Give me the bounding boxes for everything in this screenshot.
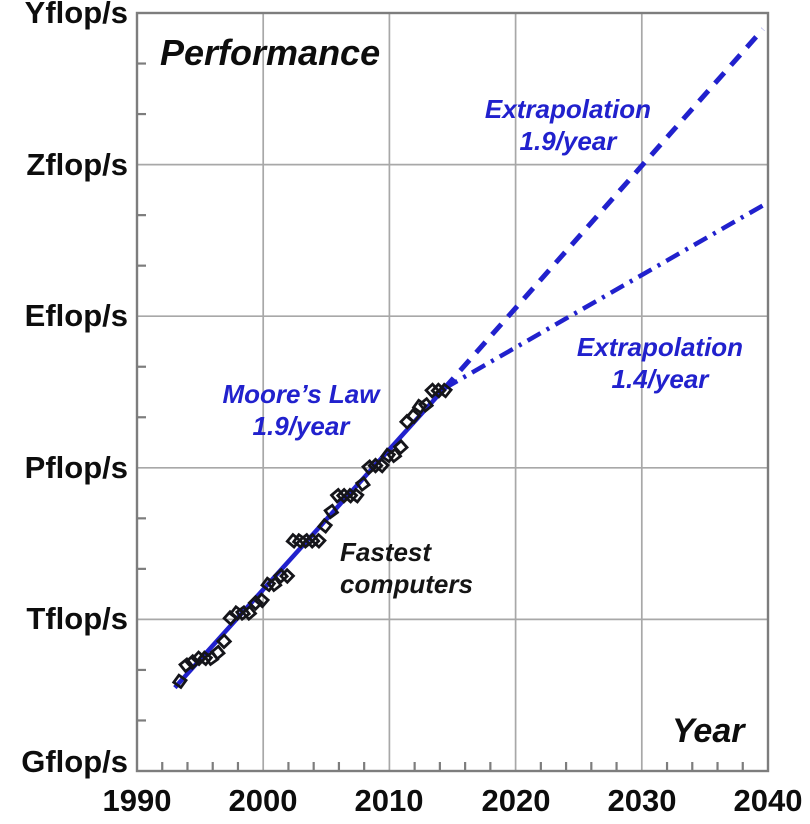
extrapolation-1.9-line [442,27,765,391]
data-point-marker [316,517,334,535]
extrapolation-1.4-line [443,200,770,391]
x-axis-title: Year [672,712,745,750]
data-point-marker [209,644,226,661]
extrapolation-1.4-line1: Extrapolation [576,332,744,362]
data-point-marker [171,673,189,690]
x-axis-label-2010: 2010 [354,783,424,818]
moores-law-annotation: Moore’s Law 1.9/year [222,378,379,442]
data-point-marker [310,532,327,549]
data-point-marker [373,457,390,474]
y-axis-label-tflops: Tflop/s [26,601,128,636]
extrapolation-1.9-line2: 1.9/year [519,126,617,156]
data-point-marker [178,657,195,674]
data-point-marker [253,592,271,609]
fastest-computers-line1: Fastest [340,537,432,567]
plot-border [135,11,770,773]
data-point-marker [436,382,454,399]
extrapolation-1.9-annotation: Extrapolation 1.9/year [485,93,651,157]
extrapolation-1.4-annotation: Extrapolation 1.4/year [577,331,743,395]
data-point-marker [417,396,435,414]
data-point-marker [323,503,340,520]
data-point-marker [354,475,372,493]
data-point-marker [266,576,283,593]
y-axis-label-gflops: Gflop/s [21,744,128,779]
data-point-marker [247,594,264,612]
y-axis-label-pflops: Pflop/s [24,450,128,485]
data-point-marker [392,438,409,456]
y-axis-label-zflops: Zflop/s [26,147,128,182]
data-point-marker [241,604,258,622]
x-axis-label-2000: 2000 [228,783,298,818]
moores-law-line2: 1.9/year [252,411,350,441]
x-axis-label-2020: 2020 [481,783,551,818]
data-point-marker [348,487,365,504]
x-axis-label-1990: 1990 [102,783,172,818]
data-point-marker [386,447,403,464]
fastest-computers-annotation: Fastest computers [340,536,473,600]
data-point-marker [184,653,201,671]
data-point-marker [405,408,422,425]
extrapolation-1.9-line1: Extrapolation [484,94,652,124]
data-point-marker [278,567,296,585]
chart-title: Performance [160,32,381,73]
y-axis-label-eflops: Eflop/s [24,298,128,333]
x-axis-label-2040: 2040 [733,783,803,818]
moores-law-line1: Moore’s Law [222,379,380,409]
fastest-computers-line2: computers [340,569,473,599]
extrapolation-1.4-line2: 1.4/year [611,364,709,394]
data-point-marker [215,633,233,650]
y-axis-label-yflops: Yflop/s [24,0,128,30]
x-axis-label-2030: 2030 [607,783,677,818]
